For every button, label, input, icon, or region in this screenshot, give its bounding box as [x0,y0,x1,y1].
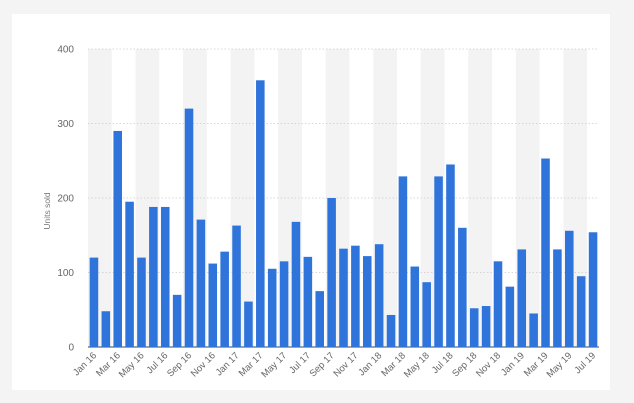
bar[interactable] [291,221,301,347]
x-tick-label: Jan 19 [499,350,527,378]
bar[interactable] [125,201,134,347]
x-tick-label: Nov 18 [474,350,503,379]
bar[interactable] [351,245,360,347]
bar[interactable] [565,230,574,347]
x-tick-label: May 18 [402,350,432,380]
bar[interactable] [149,206,158,347]
bar[interactable] [374,244,384,347]
bar[interactable] [184,108,194,347]
bar[interactable] [422,282,431,347]
bars [89,80,598,347]
bar[interactable] [279,261,289,347]
bar[interactable] [196,219,206,347]
bar[interactable] [576,276,586,347]
bar[interactable] [113,130,122,347]
x-tick-label: Jan 17 [214,350,242,378]
bar[interactable] [529,313,538,347]
y-tick-label: 100 [57,268,74,279]
y-tick-label: 400 [57,45,74,56]
bar[interactable] [469,308,479,347]
bar[interactable] [244,301,253,347]
bar[interactable] [101,311,111,347]
bar[interactable] [398,176,408,347]
bar[interactable] [172,294,182,347]
y-tick-label: 300 [57,119,74,130]
bar[interactable] [232,225,241,347]
x-tick-label: May 19 [545,350,575,380]
x-tick-label: Sep 16 [165,350,194,379]
x-tick-label: May 16 [117,350,147,380]
bar[interactable] [493,261,503,347]
bar[interactable] [588,232,598,347]
bar[interactable] [208,263,218,347]
bar[interactable] [481,306,491,347]
y-tick-label: 200 [57,194,74,205]
y-axis-label: Units sold [42,192,52,230]
bar[interactable] [220,251,229,347]
bar[interactable] [303,256,313,347]
x-tick-label: Nov 17 [331,350,360,379]
bar[interactable] [446,164,455,347]
bar[interactable] [137,257,146,347]
bar[interactable] [89,257,99,347]
bar[interactable] [327,198,336,347]
bar[interactable] [339,248,348,347]
bar[interactable] [386,314,396,347]
bar[interactable] [267,268,277,347]
bar[interactable] [517,249,527,347]
bar[interactable] [256,80,265,347]
x-tick-label: May 17 [259,350,289,380]
bar[interactable] [553,249,562,347]
y-tick-label: 0 [68,343,74,354]
x-tick-label: Jan 16 [71,350,99,378]
bar[interactable] [434,176,443,347]
chart-card: 0 100 200 300 400 Jan 16 Mar 16 May 16 Jul 16 Se… [12,14,610,390]
bar[interactable] [458,227,467,347]
y-axis-ticks: 0 100 200 300 400 [57,45,74,354]
bar[interactable] [362,256,372,347]
bar[interactable] [410,266,420,347]
x-tick-label: Jan 18 [356,350,384,378]
x-tick-label: Sep 18 [450,350,479,379]
x-tick-label: Nov 16 [189,350,218,379]
bar[interactable] [505,286,515,347]
bar[interactable] [541,158,550,347]
x-tick-label: Jul 19 [572,350,598,376]
x-tick-label: Sep 17 [308,350,337,379]
bar[interactable] [160,206,170,347]
bar[interactable] [315,291,325,347]
